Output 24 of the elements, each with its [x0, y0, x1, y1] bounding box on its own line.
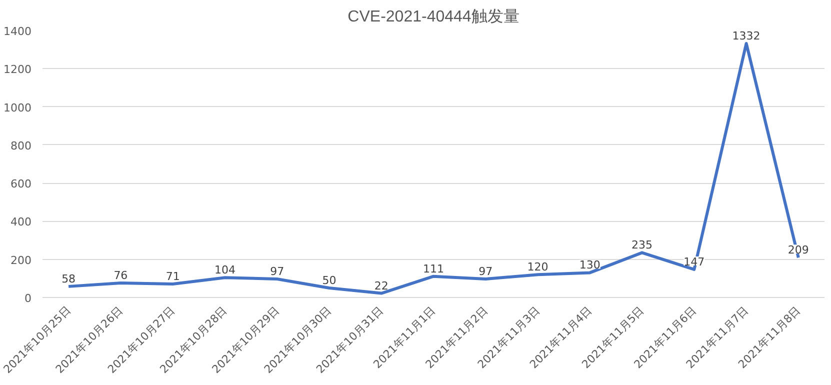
y-tick-label: 0	[24, 292, 32, 305]
data-label: 50	[322, 274, 336, 287]
data-label: 111	[423, 262, 444, 276]
data-label: 76	[114, 269, 128, 282]
data-label: 104	[214, 264, 236, 277]
data-label: 209	[788, 244, 809, 257]
data-label: 1332	[732, 29, 760, 42]
data-label: 97	[478, 265, 493, 278]
data-label: 120	[527, 260, 548, 274]
data-label: 71	[166, 270, 180, 283]
data-label: 22	[374, 279, 388, 292]
y-tick-label: 1400	[4, 25, 32, 38]
y-tick-label: 1200	[4, 63, 32, 76]
data-label: 235	[632, 238, 653, 252]
y-tick-label: 200	[10, 254, 32, 267]
y-tick-label: 400	[10, 216, 32, 229]
y-tick-label: 800	[10, 139, 32, 152]
data-label: 58	[62, 272, 76, 286]
y-tick-label: 600	[10, 178, 32, 191]
data-label: 97	[270, 265, 284, 278]
data-label: 130	[579, 258, 600, 272]
chart-title: CVE-2021-40444触发量	[348, 8, 520, 26]
y-tick-label: 1000	[4, 101, 32, 114]
data-label: 147	[684, 255, 705, 268]
